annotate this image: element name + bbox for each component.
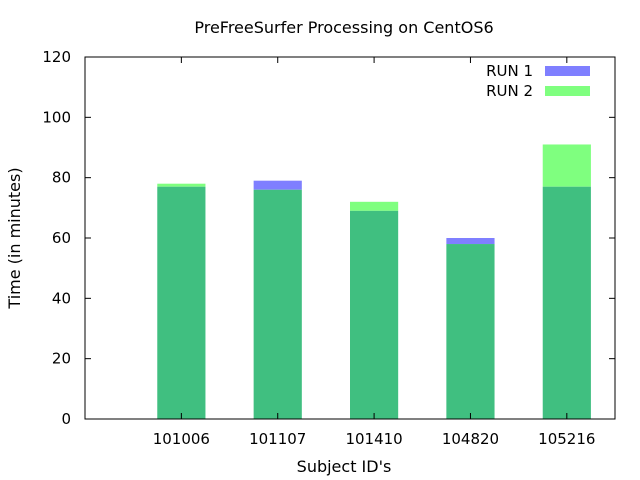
legend-label: RUN 2 bbox=[486, 82, 533, 100]
bar-overlap bbox=[157, 186, 206, 419]
y-tick-label: 40 bbox=[52, 289, 71, 307]
bar-excess bbox=[157, 183, 206, 187]
x-tick-label: 101410 bbox=[345, 430, 402, 448]
x-tick-label: 105216 bbox=[538, 430, 595, 448]
legend: RUN 1 RUN 2 bbox=[486, 62, 590, 100]
legend-swatch bbox=[545, 86, 590, 96]
y-axis-ticks: 0 20 40 60 80 100 120 bbox=[42, 48, 615, 428]
x-tick-label: 101107 bbox=[249, 430, 306, 448]
legend-label: RUN 1 bbox=[486, 62, 533, 80]
bar-excess bbox=[446, 238, 495, 245]
y-tick-label: 0 bbox=[61, 410, 71, 428]
y-tick-label: 100 bbox=[42, 108, 71, 126]
legend-swatch bbox=[545, 66, 590, 76]
x-axis-ticks: 101006 101107 101410 104820 105216 bbox=[153, 57, 595, 448]
bar-excess bbox=[253, 180, 302, 190]
bar-excess bbox=[542, 144, 591, 187]
y-axis-label: Time (in minutes) bbox=[5, 167, 24, 309]
x-tick-label: 101006 bbox=[153, 430, 210, 448]
chart-title: PreFreeSurfer Processing on CentOS6 bbox=[194, 18, 493, 37]
y-tick-label: 20 bbox=[52, 350, 71, 368]
bar-overlap bbox=[350, 210, 399, 419]
bar-overlap bbox=[253, 189, 302, 419]
y-tick-label: 80 bbox=[52, 169, 71, 187]
bars-group bbox=[157, 144, 591, 419]
y-tick-label: 60 bbox=[52, 229, 71, 247]
bar-overlap bbox=[446, 244, 495, 419]
x-tick-label: 104820 bbox=[442, 430, 499, 448]
x-axis-label: Subject ID's bbox=[297, 457, 392, 476]
y-tick-label: 120 bbox=[42, 48, 71, 66]
bar-overlap bbox=[542, 186, 591, 419]
bar-excess bbox=[350, 201, 399, 211]
